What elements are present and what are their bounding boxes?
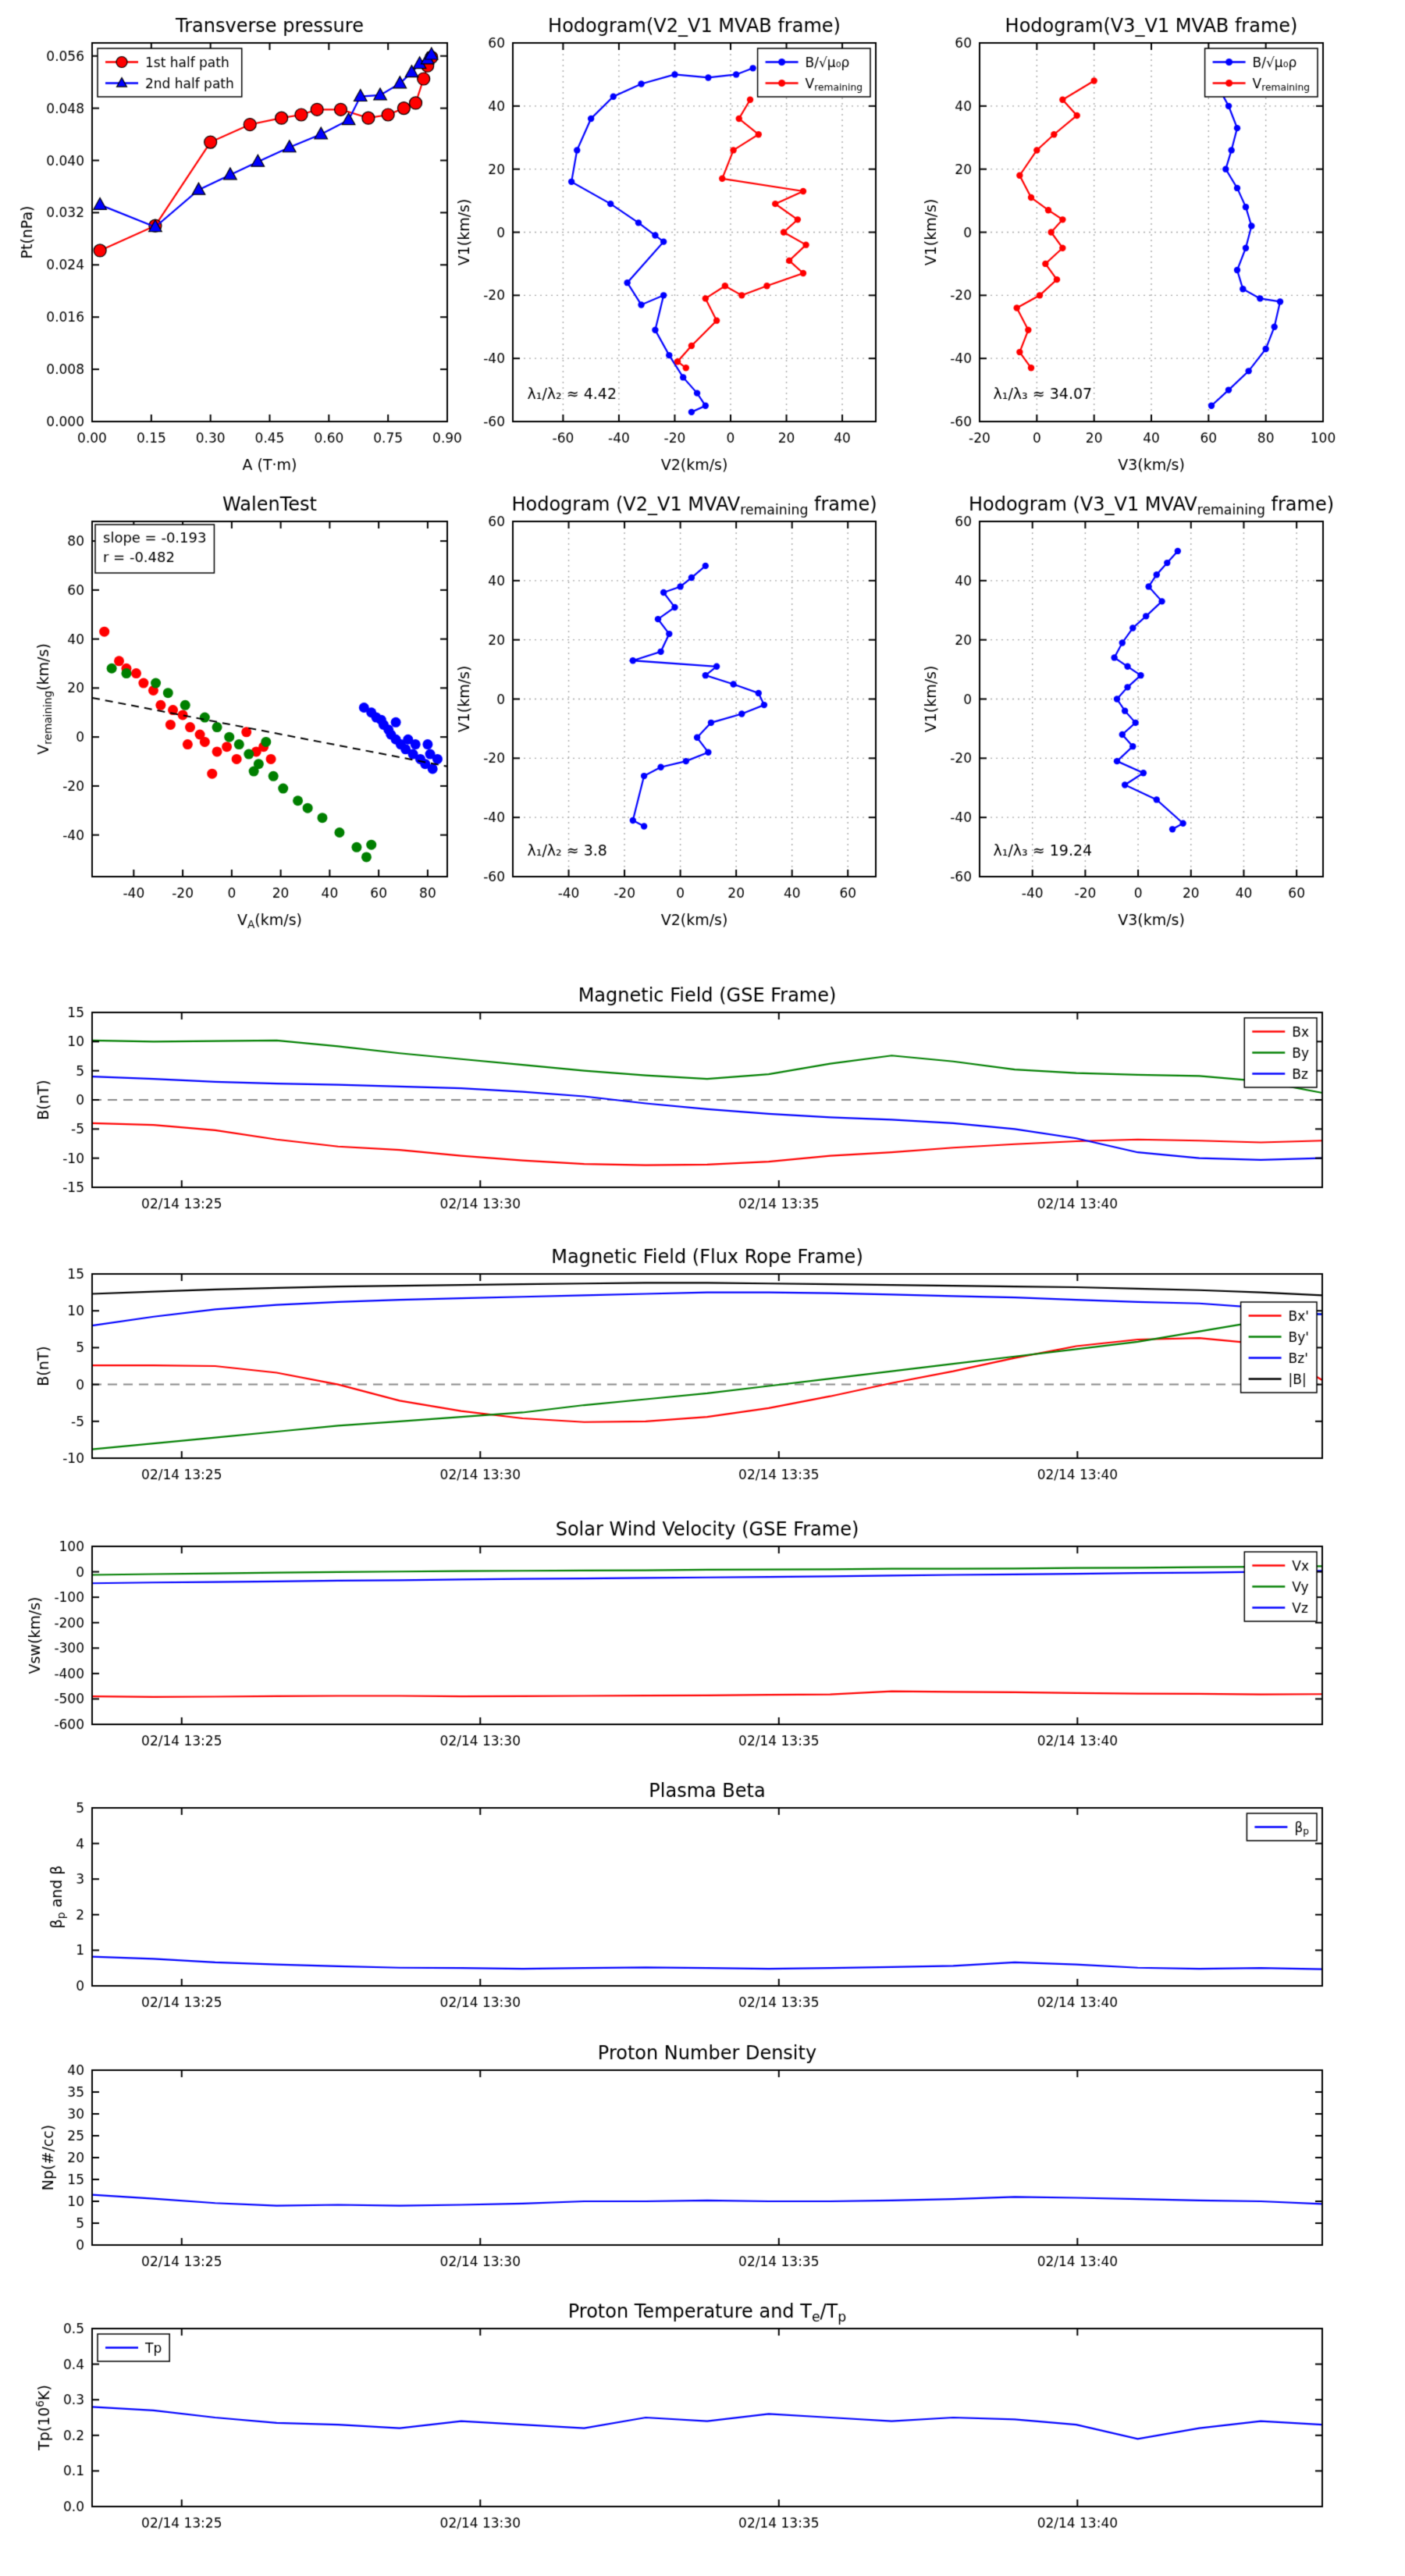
figure-canvas [0, 0, 1405, 2576]
figure [0, 0, 1405, 2576]
